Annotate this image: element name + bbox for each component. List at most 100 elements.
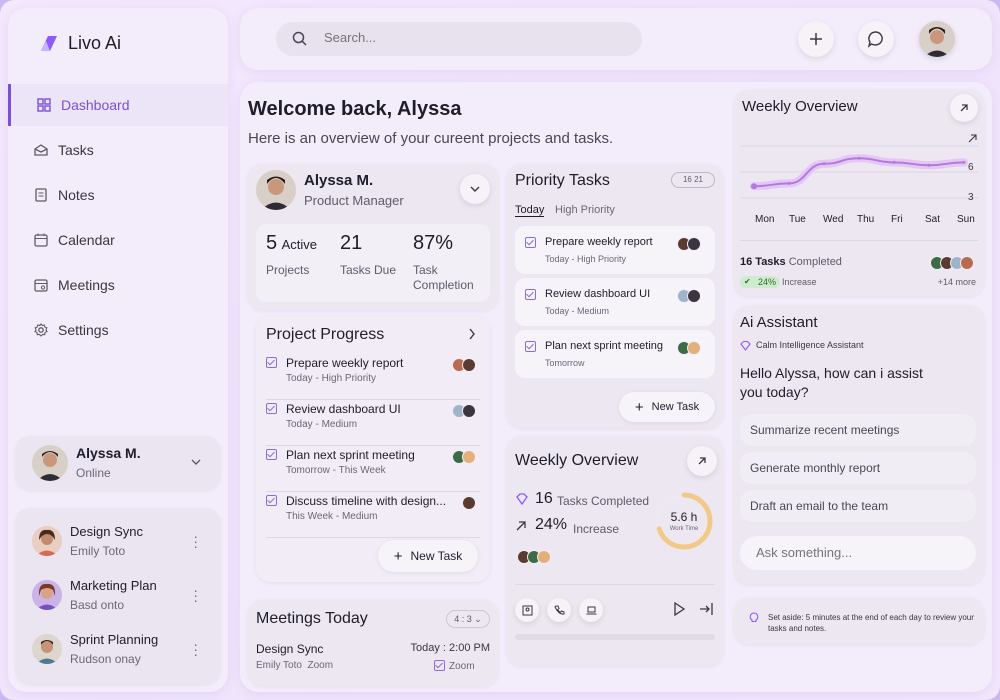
tab-today[interactable]: Today (515, 204, 545, 217)
sidebar-item-label: Tasks (58, 142, 94, 158)
settings-icon (34, 323, 48, 337)
chat-button[interactable] (858, 21, 894, 57)
task-title: Plan next sprint meeting (286, 448, 415, 462)
chevron-right-icon[interactable] (468, 328, 476, 340)
sidebar-item-dashboard[interactable]: Dashboard (8, 84, 228, 126)
suggestion-button[interactable]: Summarize recent meetings (740, 414, 976, 446)
plus-icon: + (634, 398, 644, 416)
profile-expand-button[interactable] (460, 174, 490, 204)
x-tick: Wed (823, 214, 844, 225)
sidebar-item-label: Meetings (58, 277, 115, 293)
more-vertical-icon[interactable]: · · · (193, 636, 198, 662)
sidebar-item-calendar[interactable]: Calendar (8, 219, 228, 261)
add-button[interactable] (798, 21, 834, 57)
meeting-person: Rudson onay (70, 652, 141, 666)
meeting-title: Sprint Planning (70, 632, 159, 647)
checkbox-icon[interactable] (525, 341, 536, 352)
task-row[interactable]: Prepare weekly report Today - High Prior… (266, 354, 480, 400)
task-row[interactable]: Discuss timeline with design... This Wee… (266, 492, 480, 538)
dashboard-icon (37, 98, 51, 112)
calendar-icon (34, 233, 48, 247)
suggestion-button[interactable]: Generate monthly report (740, 452, 976, 484)
expand-button[interactable] (950, 94, 978, 122)
checkbox-icon[interactable] (525, 237, 536, 248)
stat-tasks-due: 21 Tasks Due (340, 232, 396, 277)
profile-name: Alyssa M. (304, 172, 374, 189)
user-status: Online (76, 466, 111, 480)
logo-icon (41, 36, 57, 51)
task-row[interactable]: Review dashboard UI Today - Medium (515, 278, 715, 326)
meetings-icon (34, 279, 48, 292)
task-meta: Today - High Priority (545, 254, 627, 264)
assistant-input[interactable] (756, 545, 956, 560)
suggestion-button[interactable]: Draft an email to the team (740, 490, 976, 522)
contact-button[interactable] (515, 598, 539, 622)
call-button[interactable] (547, 598, 571, 622)
task-row[interactable]: Plan next sprint meeting Tomorrow - This… (266, 446, 480, 492)
profile-stats: 5 Active Projects 21 Tasks Due 87% Task … (256, 224, 490, 302)
list-item[interactable]: Design Sync Emily Toto · · · (16, 518, 220, 568)
checkbox-icon[interactable] (266, 403, 277, 414)
task-meta: Today - High Priority (286, 373, 377, 384)
y-tick: 6 (968, 162, 974, 173)
search-icon (292, 31, 307, 46)
diamond-icon (516, 493, 528, 506)
more-vertical-icon[interactable]: · · · (193, 582, 198, 608)
user-card[interactable]: Alyssa M. Online (16, 436, 220, 490)
chart-point (892, 160, 896, 164)
more-vertical-icon[interactable]: · · · (193, 528, 198, 554)
sidebar-item-tasks[interactable]: Tasks (8, 129, 228, 171)
increase-value: 24% (758, 277, 777, 287)
profile-avatar[interactable] (919, 21, 955, 57)
checkbox-icon[interactable] (266, 357, 277, 368)
expand-button[interactable] (687, 446, 717, 476)
exit-icon[interactable] (699, 602, 714, 616)
meeting-title: Design Sync (70, 524, 143, 539)
checkbox-icon[interactable] (266, 495, 277, 506)
list-item[interactable]: Marketing Plan Basd onto · · · (16, 572, 220, 622)
play-icon[interactable] (673, 602, 686, 616)
chevron-down-icon (470, 186, 480, 192)
task-row[interactable]: Plan next sprint meeting Tomorrow (515, 330, 715, 378)
arrow-up-right-icon (698, 457, 706, 465)
task-meta: This Week - Medium (286, 511, 378, 522)
project-progress-card: Project Progress Prepare weekly report T… (256, 316, 490, 582)
list-item[interactable]: Sprint Planning Rudson onay · · · (16, 626, 220, 676)
task-meta: Today - Medium (545, 306, 610, 316)
assistant-input-wrap[interactable] (740, 536, 976, 570)
badge-label: 4 : 3 (454, 614, 472, 624)
chevron-down-icon[interactable] (190, 458, 202, 466)
search-bar[interactable] (276, 22, 642, 56)
search-input[interactable] (324, 30, 624, 45)
meetings-today-card: Meetings Today 4 : 3 ⌄ Design Sync Today… (248, 600, 498, 686)
check-icon: ✔ (744, 277, 751, 286)
new-task-button[interactable]: + New Task (378, 540, 478, 572)
new-task-button[interactable]: + New Task (619, 392, 715, 422)
team-avatars (517, 550, 551, 569)
task-title: Prepare weekly report (545, 236, 653, 248)
assignee-avatars (677, 289, 701, 308)
sidebar-item-notes[interactable]: Notes (8, 174, 228, 216)
chart-point (787, 181, 791, 185)
chat-icon (867, 31, 883, 48)
sidebar-item-meetings[interactable]: Meetings (8, 264, 228, 306)
task-row[interactable]: Review dashboard UI Today - Medium (266, 400, 480, 446)
task-title: Plan next sprint meeting (545, 340, 664, 352)
meetings-count-badge[interactable]: 4 : 3 ⌄ (446, 610, 490, 628)
sidebar-item-settings[interactable]: Settings (8, 309, 228, 351)
avatar (32, 634, 62, 664)
screen-button[interactable] (579, 598, 603, 622)
assignee-avatars (677, 237, 701, 256)
checkbox-icon[interactable] (525, 289, 536, 300)
avatar (32, 526, 62, 556)
tab-high-priority[interactable]: High Priority (555, 204, 615, 216)
tasks-count: 16 Tasks (740, 256, 786, 268)
task-row[interactable]: Prepare weekly report Today - High Prior… (515, 226, 715, 274)
increase-label: Increase (782, 277, 817, 287)
checkbox-icon (434, 660, 445, 671)
progress-track (515, 634, 715, 640)
card-title: Ai Assistant (740, 314, 818, 331)
plus-icon: + (393, 547, 403, 565)
checkbox-icon[interactable] (266, 449, 277, 460)
